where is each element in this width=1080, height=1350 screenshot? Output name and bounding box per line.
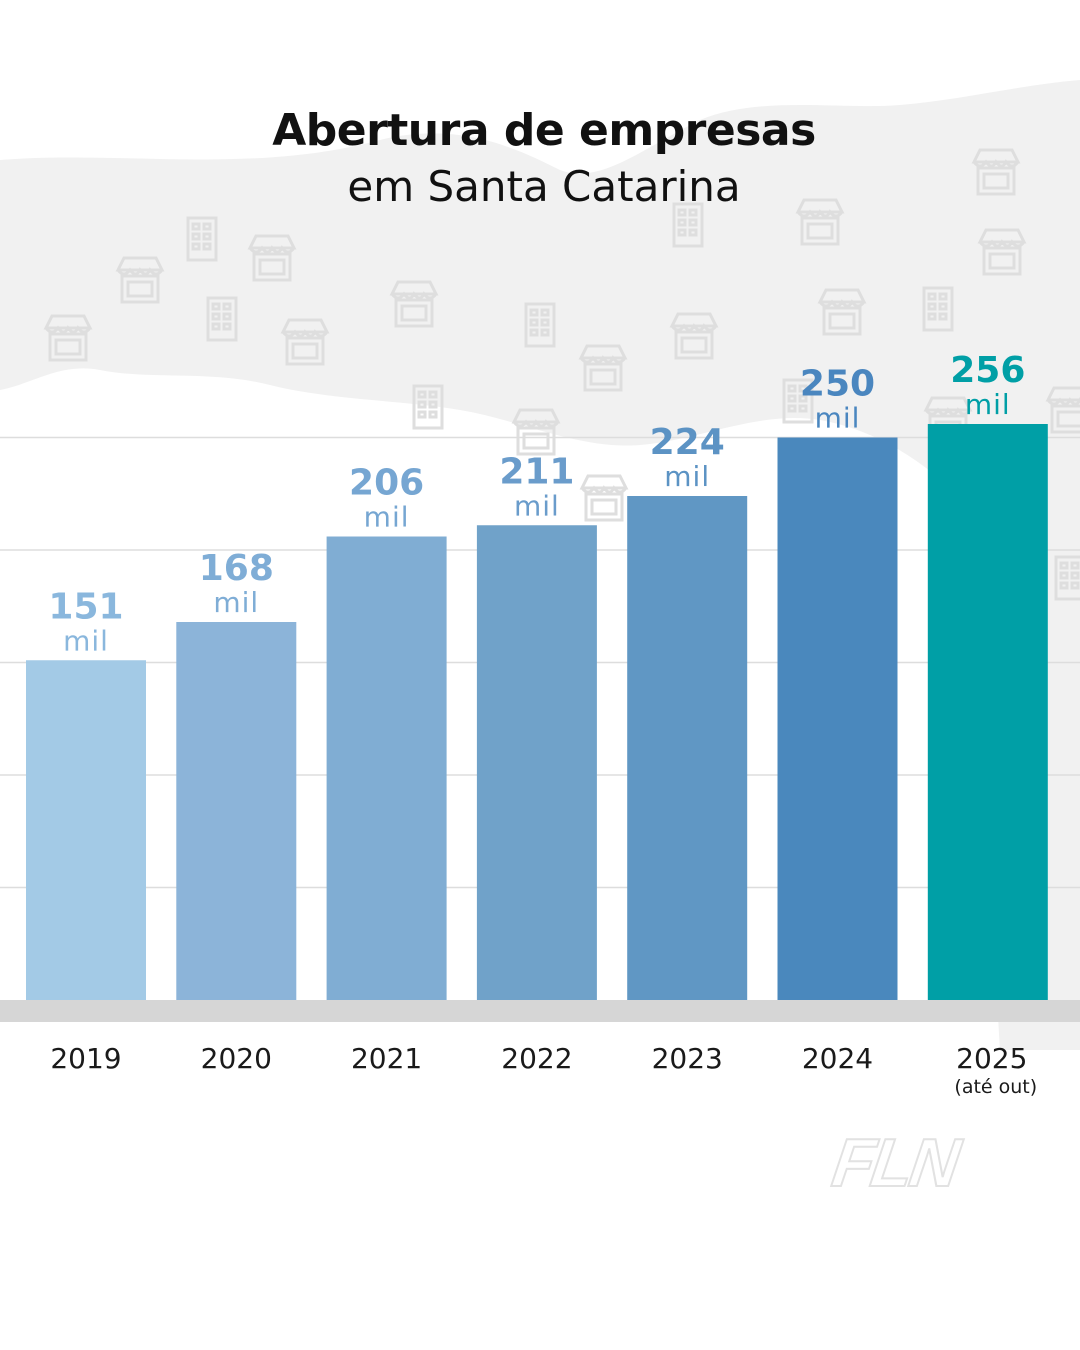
store-icon	[206, 296, 238, 342]
store-icon	[389, 280, 439, 328]
value-label: 256	[950, 350, 1025, 391]
store-icon	[578, 344, 628, 392]
bar-2023	[627, 496, 748, 1000]
store-icon	[524, 302, 556, 348]
store-icons-pattern	[43, 148, 1080, 601]
store-icon	[782, 378, 814, 424]
bar-2019	[26, 660, 146, 1000]
store-icon	[280, 318, 330, 366]
store-icon	[115, 256, 165, 304]
store-icon	[922, 286, 954, 332]
bar-2020	[176, 622, 297, 1000]
fln-logo: FLN	[827, 1126, 967, 1196]
store-icon	[817, 288, 867, 336]
value-label: 250	[800, 364, 875, 405]
value-label: 168	[199, 548, 274, 589]
store-icon	[579, 474, 629, 522]
store-icon	[412, 384, 444, 430]
store-icon	[971, 148, 1021, 196]
x-axis-band	[0, 1000, 1080, 1022]
store-icon	[795, 198, 845, 246]
value-unit-label: mil	[965, 388, 1011, 421]
bar-2022	[476, 525, 597, 1000]
x-tick-label: 2023	[652, 1042, 723, 1075]
store-icon	[511, 408, 561, 456]
store-icon	[669, 312, 719, 360]
store-icon	[1054, 555, 1080, 601]
store-icon	[1045, 386, 1080, 434]
value-label: 206	[349, 463, 424, 504]
title-block: Abertura de empresas em Santa Catarina	[0, 105, 1080, 211]
store-icon	[247, 234, 297, 282]
chart-subtitle: em Santa Catarina	[347, 162, 741, 211]
value-label: 224	[650, 422, 725, 463]
chart-title: Abertura de empresas	[272, 105, 816, 156]
store-icon	[672, 202, 704, 248]
x-tick-label: 2019	[50, 1042, 121, 1075]
value-unit-label: mil	[514, 489, 560, 522]
bar-2021	[326, 536, 447, 1000]
x-tick-label: 2021	[351, 1042, 422, 1075]
x-tick-note: (até out)	[954, 1076, 1037, 1098]
value-unit-label: mil	[213, 586, 259, 619]
value-unit-label: mil	[664, 460, 710, 493]
fln-logo-text: FLN	[828, 1126, 966, 1196]
x-tick-label: 2022	[501, 1042, 572, 1075]
value-label: 211	[499, 451, 574, 492]
bar-2025	[927, 424, 1048, 1000]
value-unit-label: mil	[815, 402, 861, 435]
x-tick-label: 2025	[956, 1042, 1027, 1075]
x-tick-label: 2020	[201, 1042, 272, 1075]
store-icon	[43, 314, 93, 362]
value-unit-label: mil	[364, 501, 410, 534]
map-silhouette	[0, 80, 1080, 1050]
bar-2024	[777, 437, 898, 1000]
x-tick-label: 2024	[802, 1042, 873, 1075]
value-label: 151	[48, 586, 123, 627]
value-unit-label: mil	[63, 624, 109, 657]
store-icon	[977, 228, 1027, 276]
store-icon	[186, 216, 218, 262]
